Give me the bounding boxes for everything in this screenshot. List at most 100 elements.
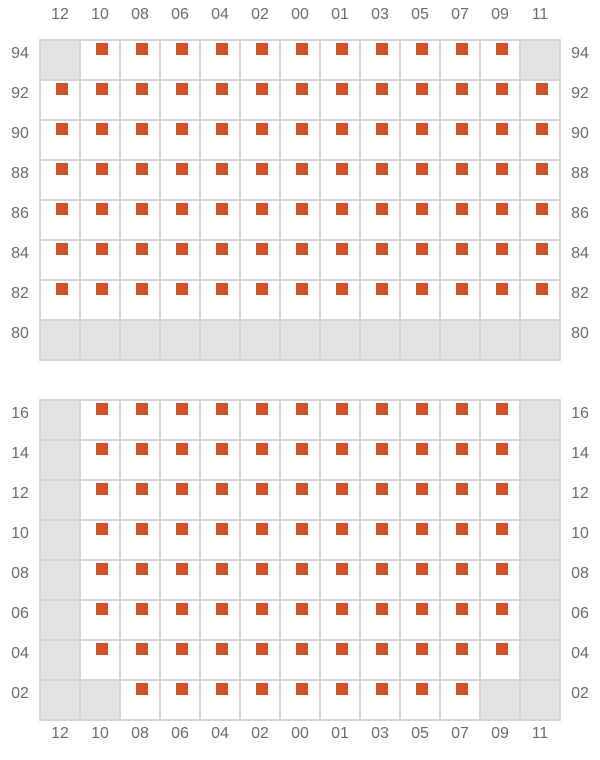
grid-cell[interactable] (441, 81, 479, 119)
grid-cell[interactable] (121, 81, 159, 119)
grid-cell[interactable] (321, 441, 359, 479)
grid-cell[interactable] (521, 241, 559, 279)
grid-cell[interactable] (361, 401, 399, 439)
grid-cell[interactable] (281, 241, 319, 279)
grid-cell[interactable] (241, 401, 279, 439)
grid-cell[interactable] (401, 641, 439, 679)
grid-cell[interactable] (441, 281, 479, 319)
grid-cell[interactable] (321, 121, 359, 159)
grid-cell[interactable] (401, 481, 439, 519)
grid-cell[interactable] (161, 201, 199, 239)
grid-cell[interactable] (81, 201, 119, 239)
grid-cell[interactable] (201, 81, 239, 119)
grid-cell[interactable] (41, 121, 79, 159)
grid-cell[interactable] (121, 601, 159, 639)
grid-cell[interactable] (81, 561, 119, 599)
grid-cell[interactable] (481, 521, 519, 559)
grid-cell[interactable] (121, 481, 159, 519)
grid-cell[interactable] (161, 401, 199, 439)
grid-cell[interactable] (281, 441, 319, 479)
grid-cell[interactable] (361, 241, 399, 279)
grid-cell[interactable] (361, 441, 399, 479)
grid-cell[interactable] (161, 441, 199, 479)
grid-cell[interactable] (361, 281, 399, 319)
grid-cell[interactable] (401, 401, 439, 439)
grid-cell[interactable] (161, 81, 199, 119)
grid-cell[interactable] (81, 481, 119, 519)
grid-cell[interactable] (481, 441, 519, 479)
grid-cell[interactable] (441, 481, 479, 519)
grid-cell[interactable] (121, 521, 159, 559)
grid-cell[interactable] (321, 201, 359, 239)
grid-cell[interactable] (241, 641, 279, 679)
grid-cell[interactable] (161, 601, 199, 639)
grid-cell[interactable] (481, 481, 519, 519)
grid-cell[interactable] (41, 201, 79, 239)
grid-cell[interactable] (441, 601, 479, 639)
grid-cell[interactable] (161, 561, 199, 599)
grid-cell[interactable] (241, 241, 279, 279)
grid-cell[interactable] (441, 121, 479, 159)
grid-cell[interactable] (201, 641, 239, 679)
grid-cell[interactable] (201, 521, 239, 559)
grid-cell[interactable] (281, 481, 319, 519)
grid-cell[interactable] (401, 281, 439, 319)
grid-cell[interactable] (281, 521, 319, 559)
grid-cell[interactable] (401, 241, 439, 279)
grid-cell[interactable] (241, 561, 279, 599)
grid-cell[interactable] (161, 241, 199, 279)
grid-cell[interactable] (321, 161, 359, 199)
grid-cell[interactable] (41, 81, 79, 119)
grid-cell[interactable] (121, 561, 159, 599)
grid-cell[interactable] (201, 401, 239, 439)
grid-cell[interactable] (321, 281, 359, 319)
grid-cell[interactable] (401, 161, 439, 199)
grid-cell[interactable] (401, 561, 439, 599)
grid-cell[interactable] (241, 161, 279, 199)
grid-cell[interactable] (81, 441, 119, 479)
grid-cell[interactable] (241, 121, 279, 159)
grid-cell[interactable] (281, 41, 319, 79)
grid-cell[interactable] (361, 121, 399, 159)
grid-cell[interactable] (201, 681, 239, 719)
grid-cell[interactable] (361, 81, 399, 119)
grid-cell[interactable] (161, 161, 199, 199)
grid-cell[interactable] (361, 641, 399, 679)
grid-cell[interactable] (121, 641, 159, 679)
grid-cell[interactable] (441, 241, 479, 279)
grid-cell[interactable] (281, 401, 319, 439)
grid-cell[interactable] (321, 681, 359, 719)
grid-cell[interactable] (201, 481, 239, 519)
grid-cell[interactable] (161, 281, 199, 319)
grid-cell[interactable] (161, 121, 199, 159)
grid-cell[interactable] (241, 441, 279, 479)
grid-cell[interactable] (281, 121, 319, 159)
grid-cell[interactable] (241, 281, 279, 319)
grid-cell[interactable] (121, 681, 159, 719)
grid-cell[interactable] (241, 81, 279, 119)
grid-cell[interactable] (361, 521, 399, 559)
grid-cell[interactable] (281, 281, 319, 319)
grid-cell[interactable] (521, 201, 559, 239)
grid-cell[interactable] (401, 201, 439, 239)
grid-cell[interactable] (241, 521, 279, 559)
grid-cell[interactable] (321, 41, 359, 79)
grid-cell[interactable] (281, 561, 319, 599)
grid-cell[interactable] (401, 81, 439, 119)
grid-cell[interactable] (161, 521, 199, 559)
grid-cell[interactable] (121, 41, 159, 79)
grid-cell[interactable] (121, 161, 159, 199)
grid-cell[interactable] (281, 201, 319, 239)
grid-cell[interactable] (161, 681, 199, 719)
grid-cell[interactable] (281, 161, 319, 199)
grid-cell[interactable] (481, 81, 519, 119)
grid-cell[interactable] (201, 121, 239, 159)
grid-cell[interactable] (121, 401, 159, 439)
grid-cell[interactable] (521, 281, 559, 319)
grid-cell[interactable] (321, 641, 359, 679)
grid-cell[interactable] (81, 401, 119, 439)
grid-cell[interactable] (521, 81, 559, 119)
grid-cell[interactable] (401, 601, 439, 639)
grid-cell[interactable] (481, 161, 519, 199)
grid-cell[interactable] (481, 121, 519, 159)
